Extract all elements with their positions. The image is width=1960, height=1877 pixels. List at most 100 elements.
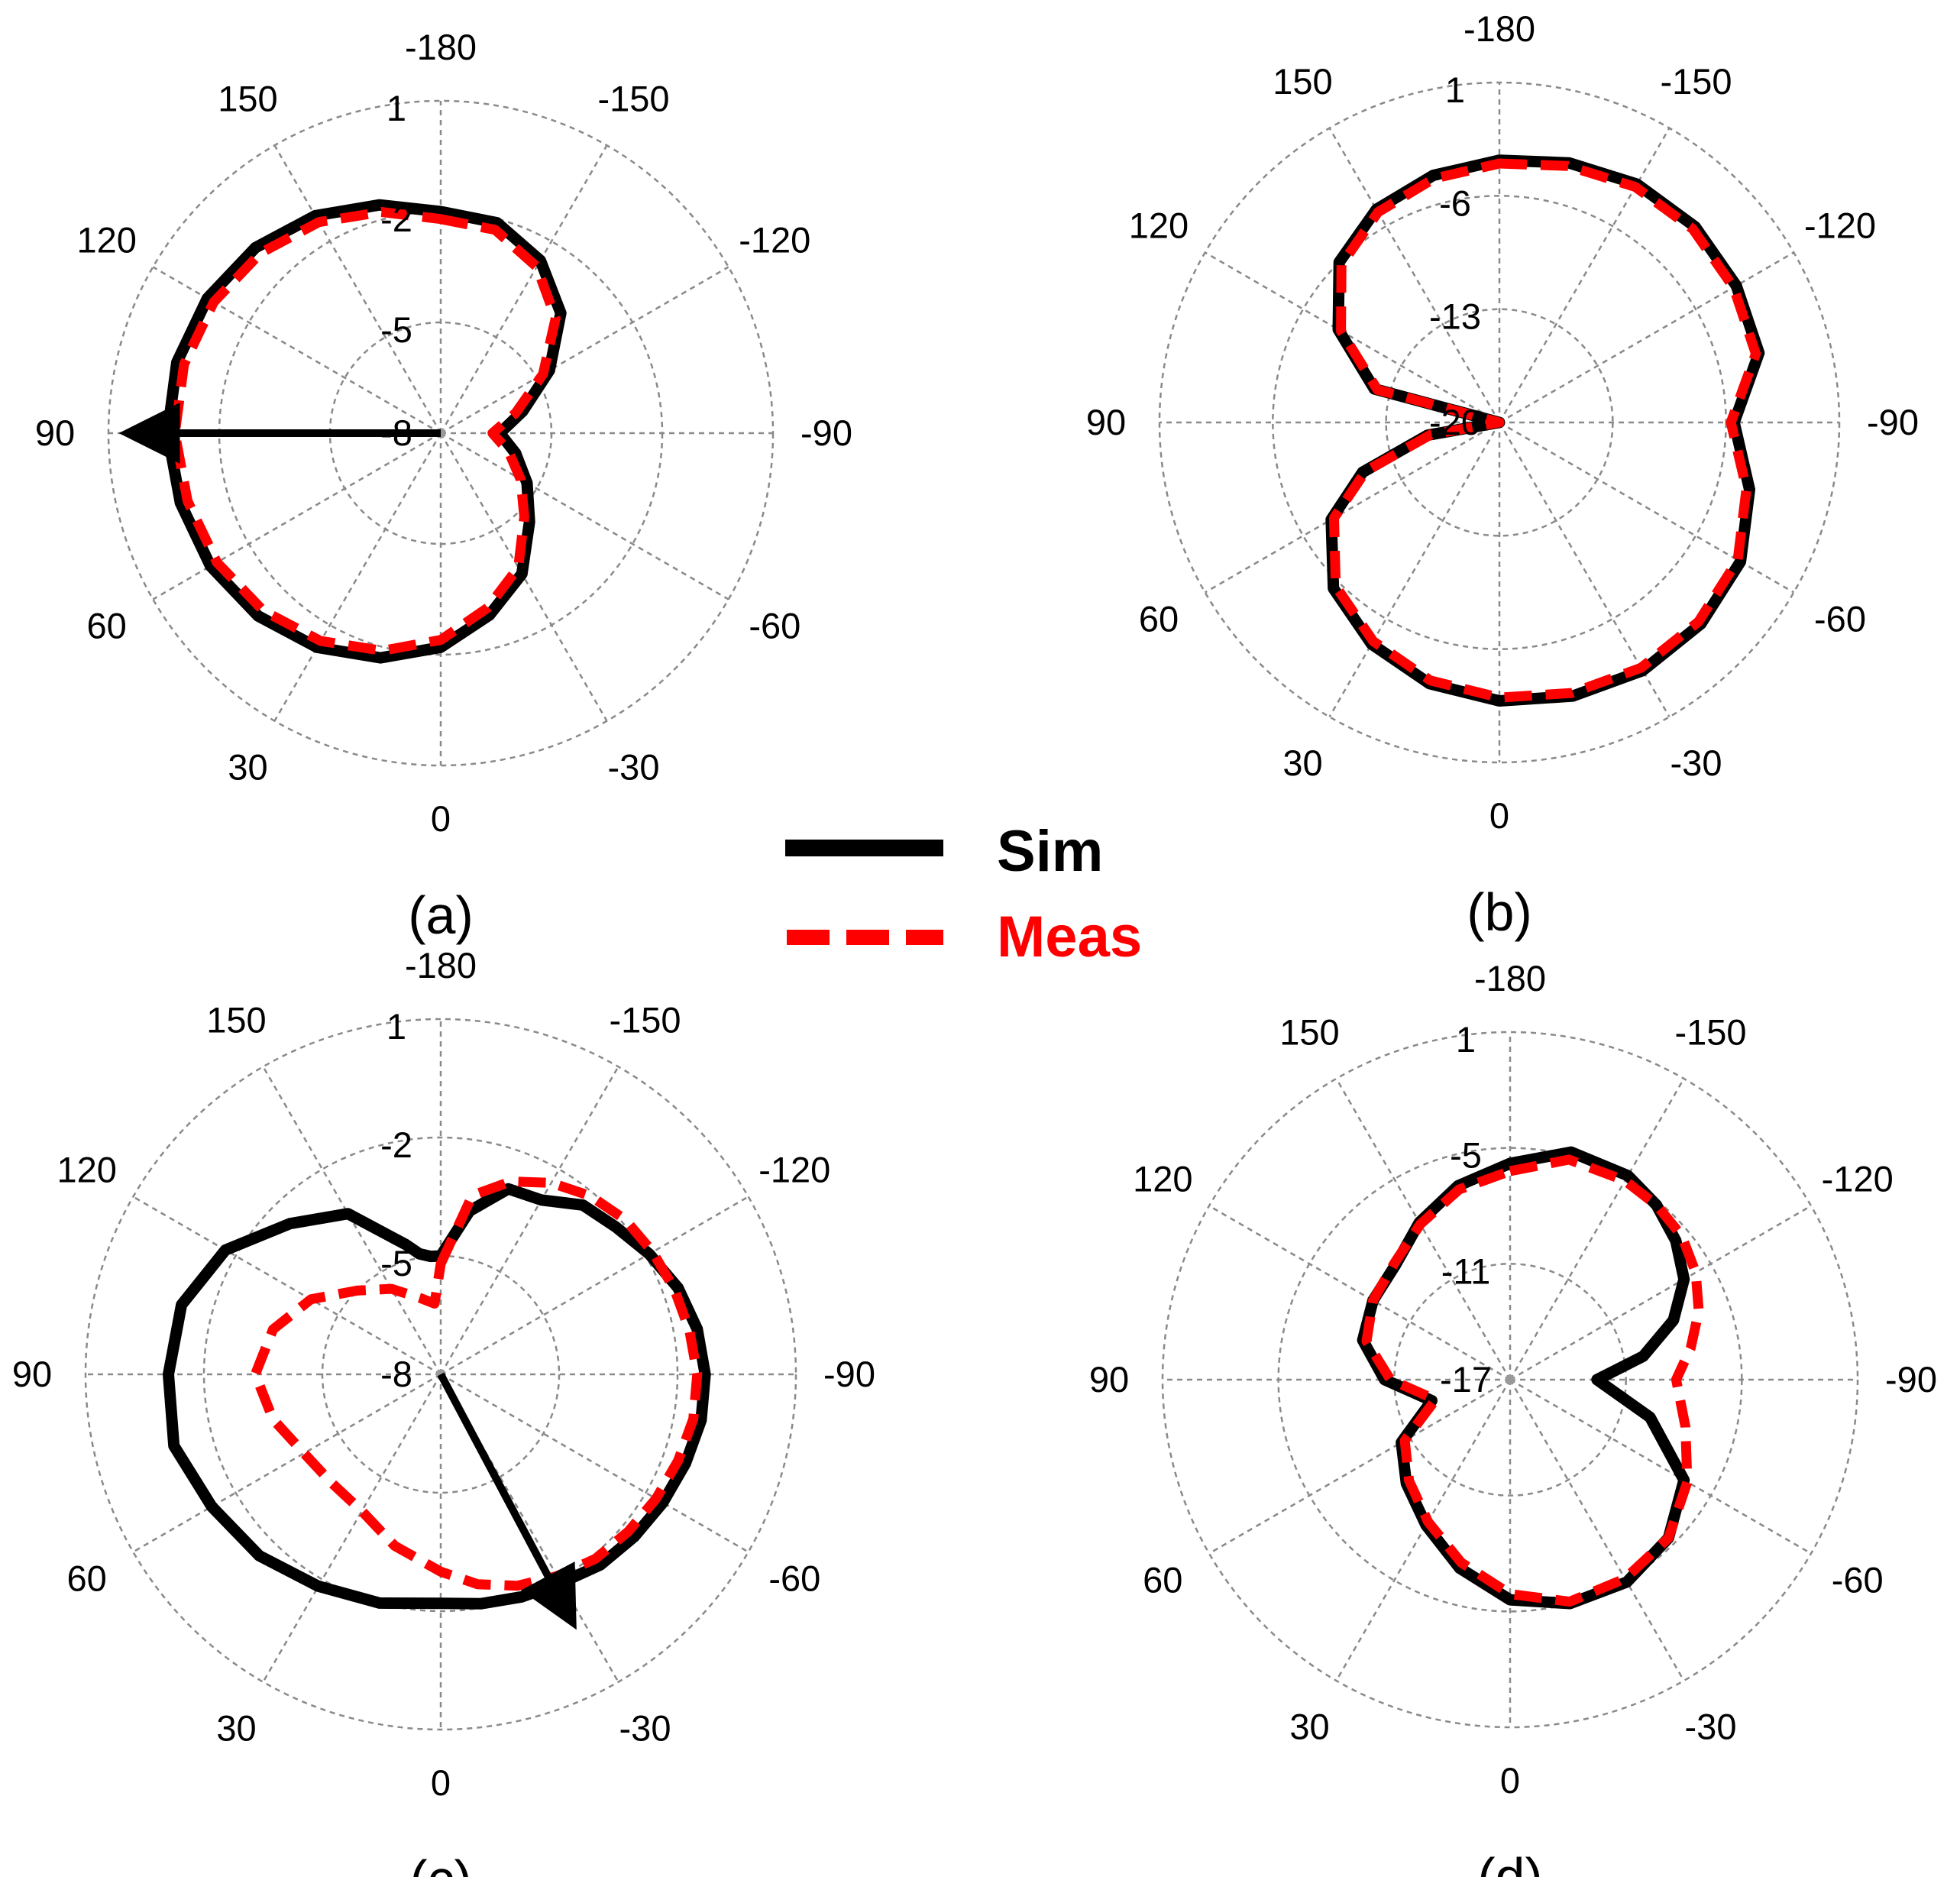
- ring-value-label: -5: [380, 309, 412, 350]
- angle-tick-label: 150: [1279, 1011, 1339, 1052]
- angle-tick-label: 120: [1133, 1159, 1192, 1199]
- angle-tick-label: -90: [1867, 402, 1919, 442]
- angle-tick-label: 60: [67, 1558, 107, 1599]
- angle-tick-label: -30: [1671, 743, 1722, 783]
- angle-tick-label: -60: [1814, 599, 1866, 639]
- angle-tick-label: -90: [823, 1354, 875, 1394]
- grid-spoke: [440, 266, 729, 435]
- angle-tick-label: -150: [1674, 1011, 1746, 1052]
- angle-tick-label: 0: [431, 798, 451, 839]
- angle-tick-label: -60: [749, 606, 800, 646]
- angle-tick-label: 60: [1143, 1560, 1182, 1600]
- angle-tick-label: 30: [228, 746, 267, 787]
- ring-value-label: -8: [380, 413, 412, 453]
- grid-ring: [1161, 1031, 1859, 1729]
- direction-arrow: [437, 1372, 577, 1630]
- grid-spoke: [1498, 127, 1671, 423]
- polar-panel-c: -180 -150 -120 -90 -60 -30 0 30 60 90 120 150 -8 -5 -2…: [12, 945, 875, 1877]
- angle-tick-label: 60: [1139, 599, 1179, 639]
- grid-spoke: [262, 1374, 442, 1683]
- ring-value-label: 1: [1445, 70, 1465, 110]
- angle-tick-label: -180: [1474, 958, 1546, 998]
- grid-spoke: [1204, 421, 1500, 594]
- grid-spoke: [1509, 1378, 1812, 1555]
- center-dot: [1506, 1375, 1515, 1384]
- grid-spoke: [1335, 1078, 1512, 1380]
- angle-tick-label: 0: [431, 1762, 451, 1803]
- angle-tick-label: 90: [1086, 402, 1126, 442]
- series-meas-line: [250, 1176, 703, 1591]
- ring-value-label: -2: [380, 199, 412, 239]
- grid-ring: [1393, 1263, 1627, 1497]
- angle-tick-label: -180: [405, 27, 477, 67]
- angle-tick-label: 60: [87, 606, 127, 646]
- panel-label: (a): [408, 885, 474, 945]
- angle-tick-label: 30: [1289, 1707, 1329, 1747]
- angle-tick-label: 0: [1489, 795, 1509, 836]
- grid-spoke: [1509, 1379, 1685, 1681]
- angle-tick-label: -120: [1804, 205, 1876, 246]
- panel-label: (d): [1477, 1847, 1543, 1877]
- ring-value-label: -5: [1450, 1135, 1482, 1176]
- legend-meas-label: Meas: [997, 905, 1142, 969]
- ring-value-label: -8: [380, 1354, 412, 1394]
- angle-tick-label: 30: [216, 1707, 256, 1748]
- angle-tick-label: -30: [1685, 1707, 1737, 1747]
- grid-spoke: [273, 144, 442, 434]
- grid-spoke: [1208, 1378, 1511, 1555]
- ring-value-label: 1: [1456, 1019, 1476, 1060]
- ring-value-label: -11: [1441, 1251, 1490, 1291]
- angle-tick-label: 90: [1089, 1359, 1129, 1400]
- grid-spoke: [1328, 422, 1501, 718]
- series-sim-line: [161, 199, 567, 664]
- grid-spoke: [1499, 251, 1795, 424]
- ring-value-label: 1: [387, 1006, 406, 1047]
- angle-tick-label: 150: [206, 1000, 266, 1040]
- angle-tick-label: -120: [739, 220, 810, 261]
- panel-label: (c): [409, 1849, 472, 1877]
- legend-sim-label: Sim: [997, 819, 1103, 884]
- angle-tick-label: -60: [768, 1558, 820, 1599]
- grid-spoke: [273, 432, 442, 722]
- ring-value-label: -5: [380, 1243, 412, 1283]
- ring-value-label: -17: [1440, 1359, 1492, 1400]
- angle-tick-label: -90: [1885, 1359, 1937, 1400]
- series-sim-line: [163, 1183, 711, 1610]
- angle-tick-label: 120: [76, 220, 136, 261]
- angle-tick-label: -60: [1832, 1560, 1884, 1600]
- series-meas-line: [1361, 1154, 1704, 1607]
- grid-spoke: [1208, 1205, 1511, 1381]
- grid-spoke: [440, 432, 729, 600]
- angle-tick-label: -30: [619, 1707, 671, 1748]
- ring-value-label: -2: [380, 1125, 412, 1165]
- angle-tick-label: 120: [57, 1150, 116, 1190]
- grid-spoke: [1509, 1205, 1812, 1381]
- angle-tick-label: 0: [1500, 1760, 1520, 1801]
- angle-tick-label: -150: [597, 79, 669, 119]
- polar-panel-b: -180 -150 -120 -90 -60 -30 0 30 60 90 120 150 -20 -13…: [1086, 8, 1919, 942]
- angle-tick-label: 90: [35, 413, 75, 453]
- angle-tick-label: -90: [800, 413, 852, 453]
- angle-tick-label: -150: [609, 1000, 681, 1040]
- grid-spoke: [1204, 251, 1500, 424]
- angle-tick-label: -120: [758, 1150, 830, 1190]
- ring-value-label: -13: [1429, 296, 1481, 337]
- series-meas-line: [170, 207, 561, 656]
- grid-spoke: [439, 144, 608, 434]
- grid-spoke: [1328, 127, 1501, 423]
- grid-spoke: [152, 432, 441, 600]
- panel-label: (b): [1467, 882, 1532, 942]
- angle-tick-label: 90: [12, 1354, 52, 1394]
- angle-tick-label: -120: [1822, 1159, 1894, 1199]
- legend: Sim Meas: [785, 819, 1142, 969]
- series-meas-line: [1329, 158, 1761, 703]
- ring-value-label: -20: [1429, 402, 1481, 442]
- angle-tick-label: -180: [1464, 8, 1535, 49]
- angle-tick-label: -150: [1660, 61, 1732, 102]
- angle-tick-label: 150: [218, 79, 277, 119]
- polar-panel-d: -180 -150 -120 -90 -60 -30 0 30 60 90 120 150 -17 -11…: [1089, 958, 1937, 1877]
- grid-ring: [84, 1018, 797, 1731]
- polar-panel-a: -180 -150 -120 -90 -60 -30 0 30 60 90 120 150 -8 -5 -2…: [35, 27, 852, 945]
- angle-tick-label: 150: [1273, 61, 1332, 102]
